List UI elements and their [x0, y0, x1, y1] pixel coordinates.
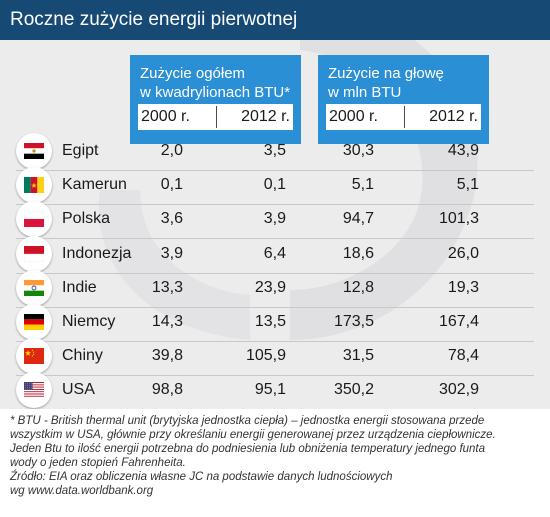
country-name: USA — [62, 381, 95, 399]
china-flag-icon — [16, 338, 52, 375]
total-2012-value: 6,4 — [263, 244, 286, 262]
capita-2012-value: 43,9 — [447, 142, 479, 159]
row-divider — [16, 306, 534, 308]
total-2012-value: 105,9 — [245, 347, 286, 365]
table-row: Indonezja 3,9 6,4 18,6 26,0 — [16, 235, 550, 274]
total-2000-value: 98,8 — [151, 381, 183, 399]
total-2012-value: 3,5 — [263, 142, 286, 159]
row-divider — [16, 272, 534, 274]
total-2000-value: 14,3 — [151, 313, 183, 330]
country-name: Kamerun — [62, 176, 127, 194]
total-title-line1: Zużycie ogółem — [140, 65, 246, 82]
footnote-line: Źródło: EIA oraz obliczenia własne JC na… — [10, 471, 393, 483]
capita-2000-value: 350,2 — [333, 381, 374, 399]
capita-2012-value: 78,4 — [447, 347, 479, 365]
india-flag-icon — [16, 269, 52, 306]
row-divider — [16, 341, 534, 342]
table-panel: Zużycie ogółem w kwadrylionach BTU* 2000… — [0, 40, 550, 409]
country-name: Indonezja — [62, 244, 132, 262]
total-2012-value: 95,1 — [254, 381, 286, 399]
poland-flag-icon — [16, 201, 52, 238]
total-2012-value: 3,9 — [263, 210, 286, 228]
total-2000-value: 0,1 — [160, 176, 183, 194]
table-row: USA 98,8 95,1 350,2 302,9 — [16, 372, 550, 409]
capita-year-row: 2000 r. 2012 r. — [326, 104, 481, 130]
total-2012-value: 13,5 — [254, 313, 286, 330]
year-divider — [403, 106, 405, 128]
capita-2012-value: 101,3 — [438, 210, 479, 228]
indonesia-flag-icon — [16, 235, 52, 272]
footnote-line: wszystkim w USA, głównie przy określaniu… — [10, 429, 496, 441]
footnote-line: * BTU - British thermal unit (brytyjska … — [10, 415, 485, 427]
total-consumption-title: Zużycie ogółem w kwadrylionach BTU* — [140, 64, 293, 106]
per-capita-title: Zużycie na głowę w mln BTU — [328, 64, 481, 106]
footnote-line: wg www.data.worldbank.org — [10, 485, 154, 497]
capita-2000-value: 18,6 — [342, 244, 374, 262]
capita-2012-value: 167,4 — [438, 313, 479, 330]
total-consumption-header: Zużycie ogółem w kwadrylionach BTU* 2000… — [130, 55, 301, 144]
capita-2000-value: 94,7 — [342, 210, 374, 228]
capita-2012-value: 26,0 — [447, 244, 479, 262]
row-divider — [16, 375, 534, 377]
capita-2000-value: 12,8 — [342, 278, 374, 296]
country-name: Indie — [62, 278, 97, 296]
country-name: Chiny — [62, 347, 103, 365]
total-year-2000: 2000 r. — [141, 108, 190, 125]
footnote-line: wody o jeden stopień Fahrenheita. — [10, 457, 186, 469]
capita-2000-value: 173,5 — [333, 313, 374, 330]
table-row: Niemcy 14,3 13,5 173,5 167,4 — [16, 304, 550, 342]
capita-year-2000: 2000 r. — [329, 108, 378, 125]
total-2000-value: 39,8 — [151, 347, 183, 365]
egypt-flag-icon — [16, 133, 52, 169]
total-2000-value: 2,0 — [160, 142, 183, 159]
table-row: Polska 3,6 3,9 94,7 101,3 — [16, 201, 550, 240]
per-capita-header: Zużycie na głowę w mln BTU 2000 r. 2012 … — [318, 55, 489, 144]
germany-flag-icon — [16, 304, 52, 340]
footnote: * BTU - British thermal unit (brytyjska … — [10, 414, 540, 498]
page-title: Roczne zużycie energii pierwotnej — [0, 0, 550, 40]
capita-2012-value: 302,9 — [438, 381, 479, 399]
capita-title-line1: Zużycie na głowę — [328, 65, 444, 82]
country-name: Egipt — [62, 142, 99, 159]
row-divider — [16, 170, 534, 171]
footnote-line: Jeden Btu to ilość energii potrzebna do … — [10, 443, 486, 455]
total-2000-value: 3,6 — [160, 210, 183, 228]
year-divider — [215, 106, 217, 128]
total-2012-value: 23,9 — [254, 278, 286, 296]
table-row: Kamerun 0,1 0,1 5,1 5,1 — [16, 167, 550, 206]
row-divider — [16, 204, 534, 206]
country-name: Polska — [62, 210, 111, 228]
total-2000-value: 3,9 — [160, 244, 183, 262]
total-title-line2: w kwadrylionach BTU* — [140, 84, 291, 101]
country-name: Niemcy — [62, 313, 116, 330]
capita-2000-value: 30,3 — [342, 142, 374, 159]
table-row: Chiny 39,8 105,9 31,5 78,4 — [16, 338, 550, 377]
capita-title-line2: w mln BTU — [328, 84, 402, 101]
total-year-2012: 2012 r. — [241, 108, 290, 125]
table-row: Egipt 2,0 3,5 30,3 43,9 — [16, 133, 550, 171]
capita-2000-value: 31,5 — [342, 347, 374, 365]
table-row: Indie 13,3 23,9 12,8 19,3 — [16, 269, 550, 308]
usa-flag-icon — [16, 372, 52, 409]
total-2012-value: 0,1 — [263, 176, 286, 194]
total-year-row: 2000 r. 2012 r. — [138, 104, 293, 130]
row-divider — [16, 238, 534, 240]
capita-2012-value: 5,1 — [456, 176, 479, 194]
total-2000-value: 13,3 — [151, 278, 183, 296]
capita-year-2012: 2012 r. — [429, 108, 478, 125]
capita-2000-value: 5,1 — [351, 176, 374, 194]
cameroon-flag-icon — [16, 167, 52, 204]
capita-2012-value: 19,3 — [447, 278, 479, 296]
